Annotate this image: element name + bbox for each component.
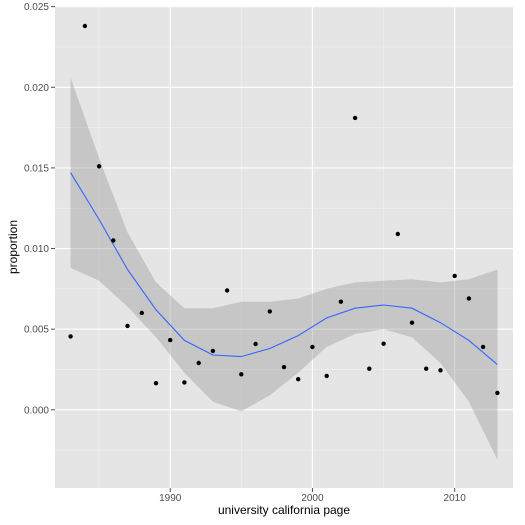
data-point [310, 344, 315, 350]
data-point [424, 366, 429, 371]
y-tick-label: 0.015 [24, 163, 49, 174]
y-tick-label: 0.025 [24, 2, 49, 13]
data-point [239, 372, 244, 377]
data-point [68, 334, 73, 339]
data-point [438, 368, 443, 373]
data-point [267, 309, 272, 314]
data-point [409, 320, 415, 325]
data-point [153, 381, 159, 386]
data-point [168, 337, 173, 343]
data-point [253, 341, 258, 347]
data-point [495, 390, 500, 396]
data-point [182, 380, 187, 385]
x-axis-ticks: 1990 2000 2010 [159, 488, 466, 504]
major-grid [55, 6, 513, 488]
data-point [125, 323, 130, 329]
data-point [480, 344, 486, 350]
plot-panel [55, 6, 513, 488]
x-tick-label: 2010 [444, 493, 467, 504]
confidence-band [70, 77, 498, 460]
y-tick-label: 0.005 [24, 325, 49, 336]
data-point [452, 273, 457, 279]
data-points [68, 23, 500, 396]
x-tick-label: 2000 [301, 493, 324, 504]
data-point [381, 341, 386, 346]
x-tick-label: 1990 [159, 493, 182, 504]
y-axis-title: proportion [6, 220, 20, 274]
data-point [324, 373, 329, 379]
data-point [111, 238, 116, 243]
data-point [82, 23, 88, 29]
y-tick-label: 0.000 [24, 405, 49, 416]
data-point [352, 115, 358, 121]
data-point [296, 377, 301, 382]
data-point [367, 366, 372, 371]
data-point [139, 310, 144, 316]
data-point [395, 231, 400, 237]
x-axis-title: university california page [218, 503, 350, 517]
data-point [210, 348, 216, 354]
data-point [224, 288, 230, 293]
data-point [338, 299, 344, 304]
y-axis-ticks: 0.000 0.005 0.010 0.015 0.020 0.025 [24, 2, 55, 416]
smooth-line [70, 172, 498, 366]
data-point [196, 360, 201, 366]
data-point [281, 364, 287, 370]
minor-grid [55, 6, 513, 488]
data-point [96, 164, 102, 169]
y-tick-label: 0.010 [24, 244, 49, 255]
data-point [466, 296, 472, 301]
y-tick-label: 0.020 [24, 83, 49, 94]
